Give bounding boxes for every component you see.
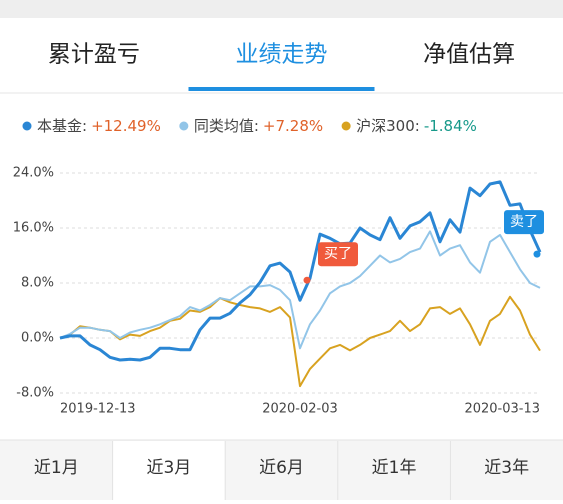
tab[interactable]: 净值估算 bbox=[423, 42, 515, 68]
legend-name: 本基金: bbox=[37, 117, 87, 135]
period-tab[interactable]: 近3月 bbox=[146, 458, 191, 478]
trade-tag bbox=[318, 242, 358, 267]
y-tick-label: 0.0% bbox=[21, 331, 54, 346]
legend-label: 同类均值: +7.28% bbox=[194, 117, 323, 135]
series-line bbox=[59, 230, 541, 350]
period-tab[interactable]: 近1月 bbox=[34, 458, 79, 478]
trade-tag bbox=[504, 210, 544, 235]
period-tab[interactable]: 近1年 bbox=[372, 458, 417, 478]
legend-label: 本基金: +12.49% bbox=[37, 117, 161, 135]
period-active-bg bbox=[112, 441, 226, 500]
x-tick-label: 2020-02-03 bbox=[262, 402, 338, 417]
trade-tag-text: 买了 bbox=[324, 246, 352, 262]
trade-dot bbox=[303, 276, 311, 284]
series-line bbox=[59, 295, 541, 388]
legend-dot bbox=[341, 121, 351, 131]
legend-dot bbox=[22, 121, 32, 131]
period-tab[interactable]: 近3年 bbox=[484, 458, 529, 478]
trade-tag-text: 卖了 bbox=[510, 214, 538, 230]
series-line bbox=[59, 180, 542, 362]
y-tick-label: 8.0% bbox=[21, 276, 54, 291]
tab[interactable]: 业绩走势 bbox=[236, 42, 328, 68]
legend-dot bbox=[179, 121, 189, 131]
legend-change: +7.28% bbox=[263, 117, 323, 135]
x-tick-label: 2020-03-13 bbox=[464, 402, 540, 417]
tab[interactable]: 累计盈亏 bbox=[48, 42, 140, 68]
y-tick-label: 16.0% bbox=[13, 221, 54, 236]
x-tick-label: 2019-12-13 bbox=[60, 402, 136, 417]
legend-name: 沪深300: bbox=[356, 117, 420, 135]
y-tick-label: 24.0% bbox=[13, 166, 54, 181]
legend-change: +12.49% bbox=[91, 117, 161, 135]
legend-change: -1.84% bbox=[424, 117, 477, 135]
y-tick-label: -8.0% bbox=[16, 386, 54, 401]
tab-underline bbox=[188, 87, 375, 91]
legend-label: 沪深300: -1.84% bbox=[356, 117, 477, 135]
status-strip bbox=[0, 0, 563, 18]
trade-dot bbox=[533, 250, 541, 258]
period-bar bbox=[0, 440, 563, 500]
period-tab[interactable]: 近6月 bbox=[259, 458, 304, 478]
legend-name: 同类均值: bbox=[194, 117, 259, 135]
